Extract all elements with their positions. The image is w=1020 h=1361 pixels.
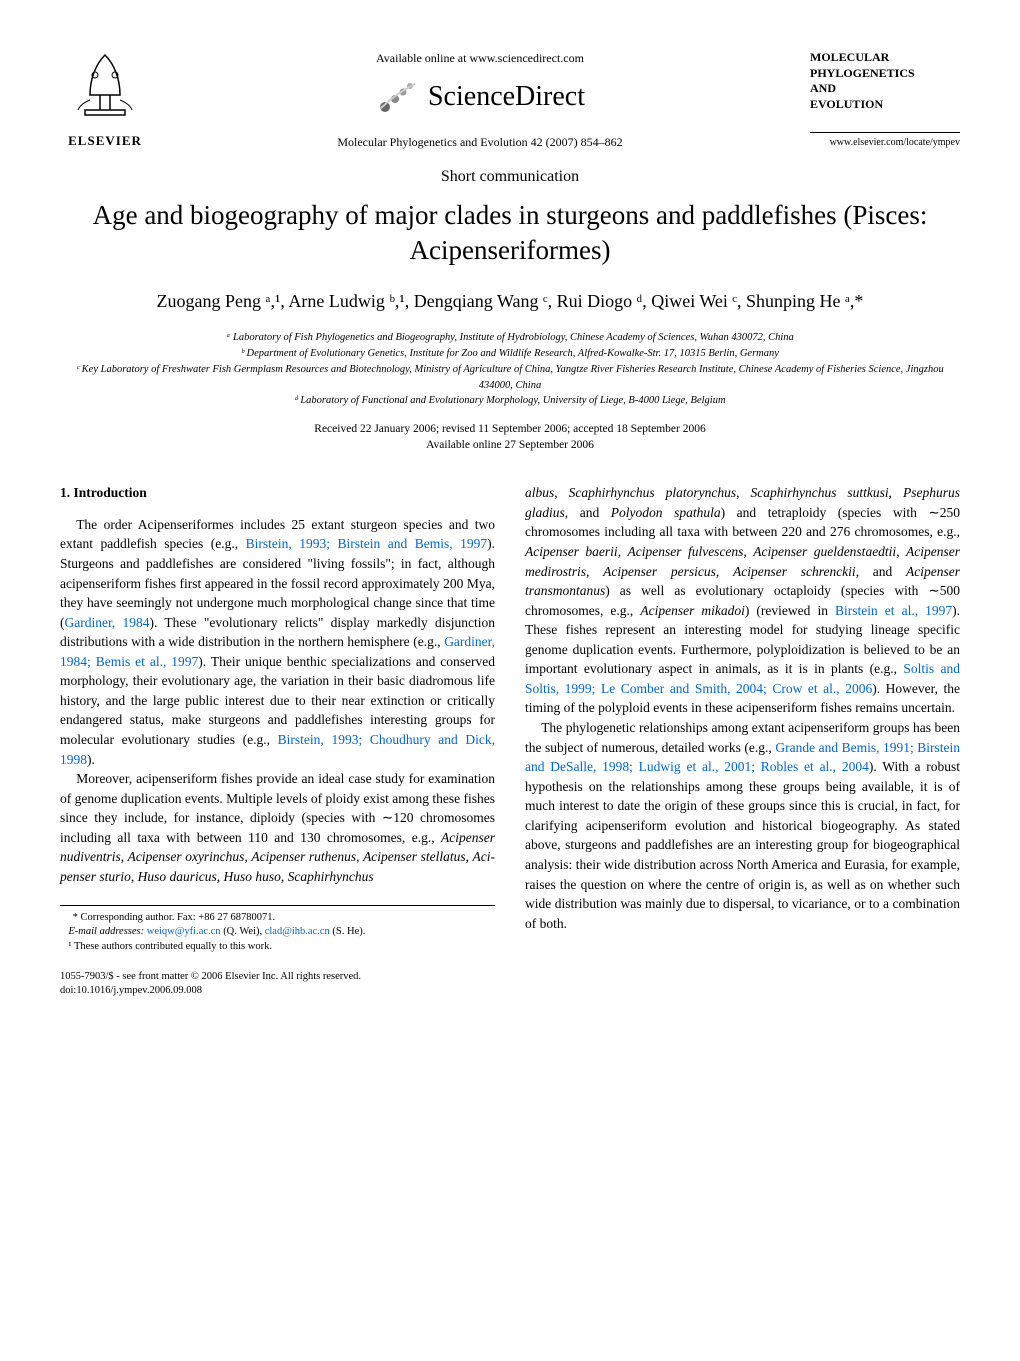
sciencedirect-logo: ScienceDirect [170,77,790,116]
affiliation-c: ᶜ Key Laboratory of Freshwater Fish Germ… [60,362,960,394]
sciencedirect-text: ScienceDirect [428,77,585,116]
affiliation-b: ᵇ Department of Evolutionary Genetics, I… [60,346,960,362]
short-communication-label: Short communication [60,166,960,188]
equal-contribution: ¹ These authors contributed equally to t… [60,940,495,955]
journal-title-block: MOLECULAR PHYLOGENETICS AND EVOLUTION ww… [810,50,960,150]
sciencedirect-icon [375,79,420,114]
citation-link[interactable]: Birstein, 1993; Birstein and Bemis, 1997 [246,536,488,551]
article-title: Age and biogeography of major clades in … [60,198,960,268]
page-header: ELSEVIER Available online at www.science… [60,50,960,151]
paragraph-4: The phylogenetic relationships among ext… [525,718,960,933]
journal-title-l2: PHYLOGENETICS [810,66,960,82]
journal-title-l4: EVOLUTION [810,97,960,113]
center-header: Available online at www.sciencedirect.co… [150,50,810,151]
paragraph-2: Moreover, acipenseriform fishes provide … [60,769,495,886]
article-content: 1. Introduction The order Acipenseriform… [60,483,960,999]
journal-title-l1: MOLECULAR [810,50,960,66]
publication-dates: Received 22 January 2006; revised 11 Sep… [60,421,960,453]
copyright-block: 1055-7903/$ - see front matter © 2006 El… [60,970,495,999]
footnotes: * Corresponding author. Fax: +86 27 6878… [60,905,495,955]
right-column: albus, Scaphirhynchus platorynchus, Scap… [525,483,960,999]
email-link[interactable]: clad@ihb.ac.cn [265,926,330,937]
elsevier-text: ELSEVIER [60,132,150,150]
paragraph-1: The order Acipenseriformes includes 25 e… [60,515,495,769]
paragraph-3: albus, Scaphirhynchus platorynchus, Scap… [525,483,960,718]
copyright-line1: 1055-7903/$ - see front matter © 2006 El… [60,970,495,985]
affiliation-d: ᵈ Laboratory of Functional and Evolution… [60,393,960,409]
email-link[interactable]: weiqw@yfi.ac.cn [147,926,221,937]
available-online-text: Available online at www.sciencedirect.co… [170,50,790,67]
elsevier-logo: ELSEVIER [60,50,150,150]
elsevier-tree-icon [70,50,140,120]
authors-list: Zuogang Peng ᵃ,¹, Arne Ludwig ᵇ,¹, Dengq… [60,288,960,315]
journal-title-l3: AND [810,81,960,97]
corresponding-author: * Corresponding author. Fax: +86 27 6878… [60,911,495,926]
email-addresses: E-mail addresses: weiqw@yfi.ac.cn (Q. We… [60,925,495,940]
affiliation-a: ᵃ Laboratory of Fish Phylogenetics and B… [60,330,960,346]
doi: doi:10.1016/j.ympev.2006.09.008 [60,984,495,999]
citation-link[interactable]: Gardiner, 1984 [65,615,150,630]
citation-link[interactable]: Birstein et al., 1997 [835,603,952,618]
left-column: 1. Introduction The order Acipenseriform… [60,483,495,999]
journal-citation: Molecular Phylogenetics and Evolution 42… [170,134,790,151]
intro-heading: 1. Introduction [60,483,495,503]
journal-url[interactable]: www.elsevier.com/locate/ympev [810,132,960,150]
received-date: Received 22 January 2006; revised 11 Sep… [60,421,960,437]
available-date: Available online 27 September 2006 [60,437,960,453]
affiliations: ᵃ Laboratory of Fish Phylogenetics and B… [60,330,960,409]
